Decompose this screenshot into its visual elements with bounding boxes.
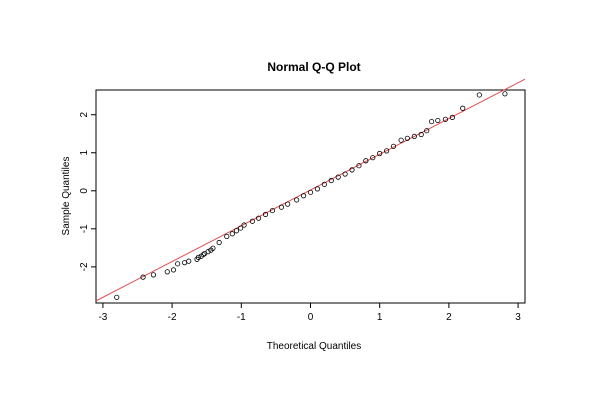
data-point [321,181,327,187]
data-point [249,218,255,224]
data-point [384,148,390,154]
y-axis-label: Sample Quantiles [61,157,72,236]
data-point [307,189,314,195]
data-points [114,91,508,300]
data-point [404,135,410,141]
y-tick-label: 1 [79,150,90,156]
data-point [442,116,449,122]
data-point [233,228,240,234]
x-tick-label: 3 [515,312,521,323]
data-point [181,260,188,266]
data-point [140,274,146,280]
data-point [200,252,206,258]
data-point [164,269,170,275]
x-tick-label: -1 [237,312,246,323]
data-point [114,294,120,300]
y-tick-label: 0 [79,188,90,194]
x-tick-label: 1 [377,312,383,323]
data-point [170,267,177,273]
data-point [328,177,334,184]
data-point [269,207,276,214]
data-point [424,128,430,134]
data-point [476,92,482,98]
data-point [335,174,341,180]
data-point [411,133,417,140]
data-point [502,91,508,97]
data-point [294,197,300,203]
y-tick-label: -1 [79,224,90,233]
data-point [262,211,269,217]
data-point [449,114,455,120]
data-point [342,171,348,177]
x-tick-label: -3 [98,312,107,323]
data-point [241,222,247,228]
data-point [300,193,307,199]
y-tick-label: 2 [79,112,90,118]
data-point [363,158,369,164]
data-point [224,233,230,240]
x-axis-label: Theoretical Quantiles [267,341,362,352]
data-point [435,117,441,124]
data-point [278,204,285,210]
x-axis: -3 -2 -1 0 1 2 3 [98,303,521,323]
data-point [460,105,466,111]
data-point [349,167,355,173]
data-point [210,245,216,251]
data-point [195,254,202,260]
data-point [370,155,376,161]
data-point [356,163,362,169]
x-tick-label: 2 [446,312,452,323]
data-point [256,215,262,221]
data-point [238,225,244,231]
data-point [216,239,222,246]
data-point [390,143,397,149]
data-point [428,118,435,125]
data-point [377,150,383,157]
x-tick-label: -2 [168,312,177,323]
chart-title: Normal Q-Q Plot [267,60,360,74]
data-point [175,261,181,267]
data-point [150,272,157,278]
data-point [314,186,321,192]
data-point [229,231,235,237]
data-point [398,137,404,143]
y-tick-label: -2 [79,262,90,271]
data-point [285,201,291,207]
y-axis: -2 -1 0 1 2 [79,112,96,271]
data-point [418,131,424,138]
plot-frame [95,89,526,304]
data-point [186,258,192,264]
data-point [205,249,211,255]
x-tick-label: 0 [308,312,314,323]
